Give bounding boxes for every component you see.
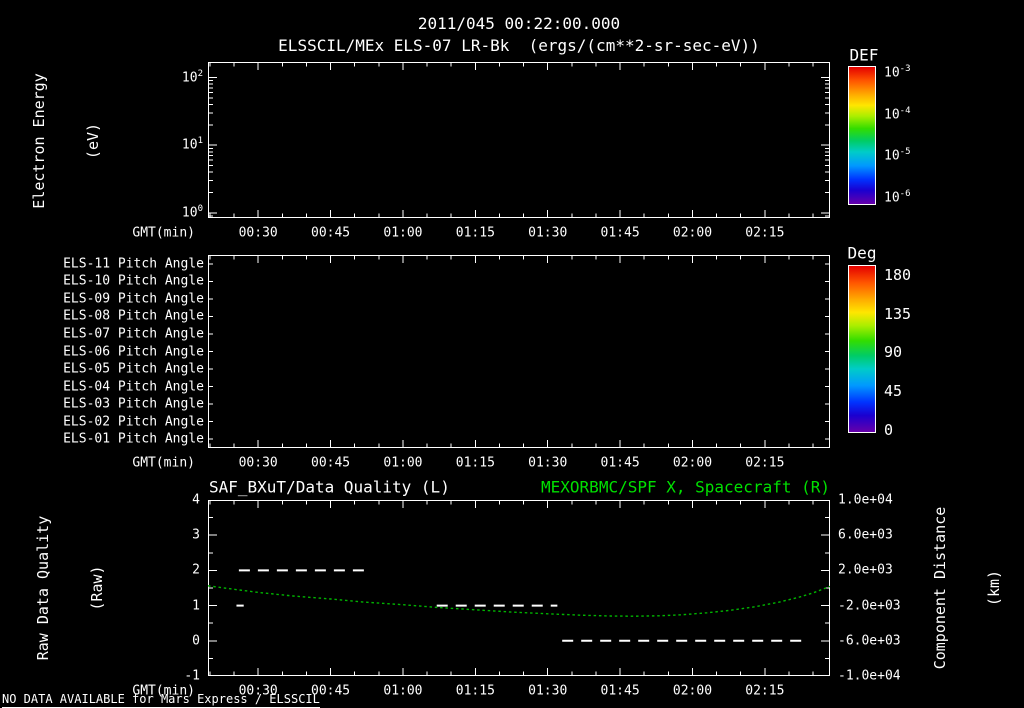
def-tick-label: 10-5 bbox=[884, 147, 911, 164]
time-tick-label: 02:00 bbox=[672, 225, 713, 241]
deg-colorbar bbox=[848, 265, 876, 433]
deg-tick-label: 180 bbox=[884, 266, 912, 285]
left-tick-label: 2 bbox=[192, 562, 200, 578]
time-tick-label: 00:45 bbox=[310, 455, 351, 471]
pitch-angle-panel bbox=[208, 255, 830, 448]
row-label: ELS-01 Pitch Angle bbox=[63, 431, 204, 447]
time-tick-label: 02:15 bbox=[745, 455, 785, 471]
time-tick-label: 02:00 bbox=[672, 683, 713, 699]
left-tick-label: 3 bbox=[192, 527, 200, 543]
row-label: ELS-07 Pitch Angle bbox=[63, 326, 204, 342]
deg-tick-label: 90 bbox=[884, 343, 903, 362]
deg-colorbar-title: Deg bbox=[847, 243, 877, 263]
page-title: 2011/045 00:22:00.000 bbox=[417, 14, 621, 33]
quality-distance-panel bbox=[208, 500, 830, 676]
time-tick-label: 01:30 bbox=[528, 225, 568, 241]
gmt-axis-label-middle: GMT(min) bbox=[132, 455, 195, 471]
time-tick-label: 00:30 bbox=[238, 455, 278, 471]
time-tick-label: 01:00 bbox=[383, 225, 423, 241]
raw-quality-axis-label-line1: Raw Data Quality bbox=[34, 515, 52, 661]
time-tick-label: 01:45 bbox=[600, 225, 640, 241]
time-tick-label: 01:30 bbox=[528, 455, 568, 471]
left-tick-label: 0 bbox=[192, 633, 200, 649]
def-colorbar-title: DEF bbox=[849, 45, 879, 65]
raw-quality-axis-label: Raw Data Quality (Raw) bbox=[0, 516, 142, 661]
row-label: ELS-09 Pitch Angle bbox=[63, 291, 204, 307]
time-tick-label: 01:15 bbox=[455, 683, 495, 699]
right-tick-label: 1.0e+04 bbox=[838, 492, 893, 508]
spectrogram-title: ELSSCIL/MEx ELS-07 LR-Bk (ergs/(cm**2-sr… bbox=[278, 36, 760, 55]
left-tick-label: -1 bbox=[184, 668, 200, 684]
time-tick-label: 01:30 bbox=[528, 683, 568, 699]
energy-axis-label-line2: (eV) bbox=[84, 122, 102, 160]
right-tick-label: -2.0e+03 bbox=[838, 598, 901, 614]
right-tick-label: 6.0e+03 bbox=[838, 527, 893, 543]
distance-series-title: MEXORBMC/SPF X, Spacecraft (R) bbox=[541, 477, 830, 497]
no-data-message: NO DATA AVAILABLE for Mars Express / ELS… bbox=[2, 692, 320, 708]
def-tick-label: 10-3 bbox=[884, 64, 911, 81]
time-tick-label: 01:15 bbox=[455, 225, 495, 241]
left-tick-label: 4 bbox=[192, 492, 200, 508]
time-tick-label: 00:30 bbox=[238, 225, 278, 241]
def-tick-label: 10-4 bbox=[884, 105, 911, 123]
left-tick-label: 1 bbox=[192, 598, 200, 614]
time-tick-label: 00:45 bbox=[310, 225, 351, 241]
time-tick-label: 02:15 bbox=[745, 683, 785, 699]
time-tick-label: 02:00 bbox=[672, 455, 713, 471]
time-tick-label: 01:00 bbox=[383, 455, 423, 471]
energy-tick-label: 101 bbox=[181, 136, 203, 153]
def-tick-label: 10-6 bbox=[884, 189, 911, 206]
right-tick-label: -6.0e+03 bbox=[838, 633, 901, 649]
deg-tick-label: 135 bbox=[884, 304, 912, 323]
time-tick-label: 01:00 bbox=[383, 683, 423, 699]
def-colorbar bbox=[848, 66, 876, 205]
energy-tick-label: 100 bbox=[181, 204, 203, 221]
time-tick-label: 01:45 bbox=[600, 455, 640, 471]
right-tick-label: -1.0e+04 bbox=[838, 668, 901, 684]
row-label: ELS-06 Pitch Angle bbox=[63, 344, 204, 359]
time-tick-label: 00:30 bbox=[238, 683, 278, 699]
row-label: ELS-03 Pitch Angle bbox=[63, 396, 204, 412]
right-tick-label: 2.0e+03 bbox=[838, 562, 893, 578]
energy-axis-label-line1: Electron Energy bbox=[30, 73, 48, 209]
row-label: ELS-04 Pitch Angle bbox=[63, 379, 204, 395]
time-tick-label: 01:15 bbox=[455, 455, 495, 471]
component-distance-axis-label-line2: (km) bbox=[985, 569, 1003, 607]
row-label: ELS-11 Pitch Angle bbox=[63, 256, 204, 272]
quality-series-title: SAF_BXuT/Data Quality (L) bbox=[209, 477, 450, 497]
deg-tick-label: 45 bbox=[884, 382, 903, 400]
row-label: ELS-08 Pitch Angle bbox=[63, 308, 204, 324]
component-distance-axis-label-line1: Component Distance bbox=[931, 506, 949, 670]
energy-spectrogram-panel bbox=[208, 62, 830, 218]
row-label: ELS-10 Pitch Angle bbox=[63, 273, 204, 289]
row-label: ELS-02 Pitch Angle bbox=[63, 414, 204, 430]
time-tick-label: 02:15 bbox=[745, 225, 785, 241]
component-distance-axis-label: Component Distance (km) bbox=[895, 507, 1024, 670]
row-label: ELS-05 Pitch Angle bbox=[63, 361, 204, 377]
distance-curve bbox=[208, 585, 830, 617]
energy-axis-label: Electron Energy (eV) bbox=[0, 73, 138, 208]
raw-quality-axis-label-line2: (Raw) bbox=[88, 565, 106, 611]
time-tick-label: 01:45 bbox=[600, 683, 640, 699]
deg-tick-label: 0 bbox=[884, 420, 894, 439]
gmt-axis-label-top: GMT(min) bbox=[132, 225, 195, 241]
time-tick-label: 00:45 bbox=[310, 683, 351, 699]
gmt-axis-label-bottom: GMT(min) bbox=[132, 683, 195, 699]
energy-tick-label: 102 bbox=[181, 68, 203, 86]
